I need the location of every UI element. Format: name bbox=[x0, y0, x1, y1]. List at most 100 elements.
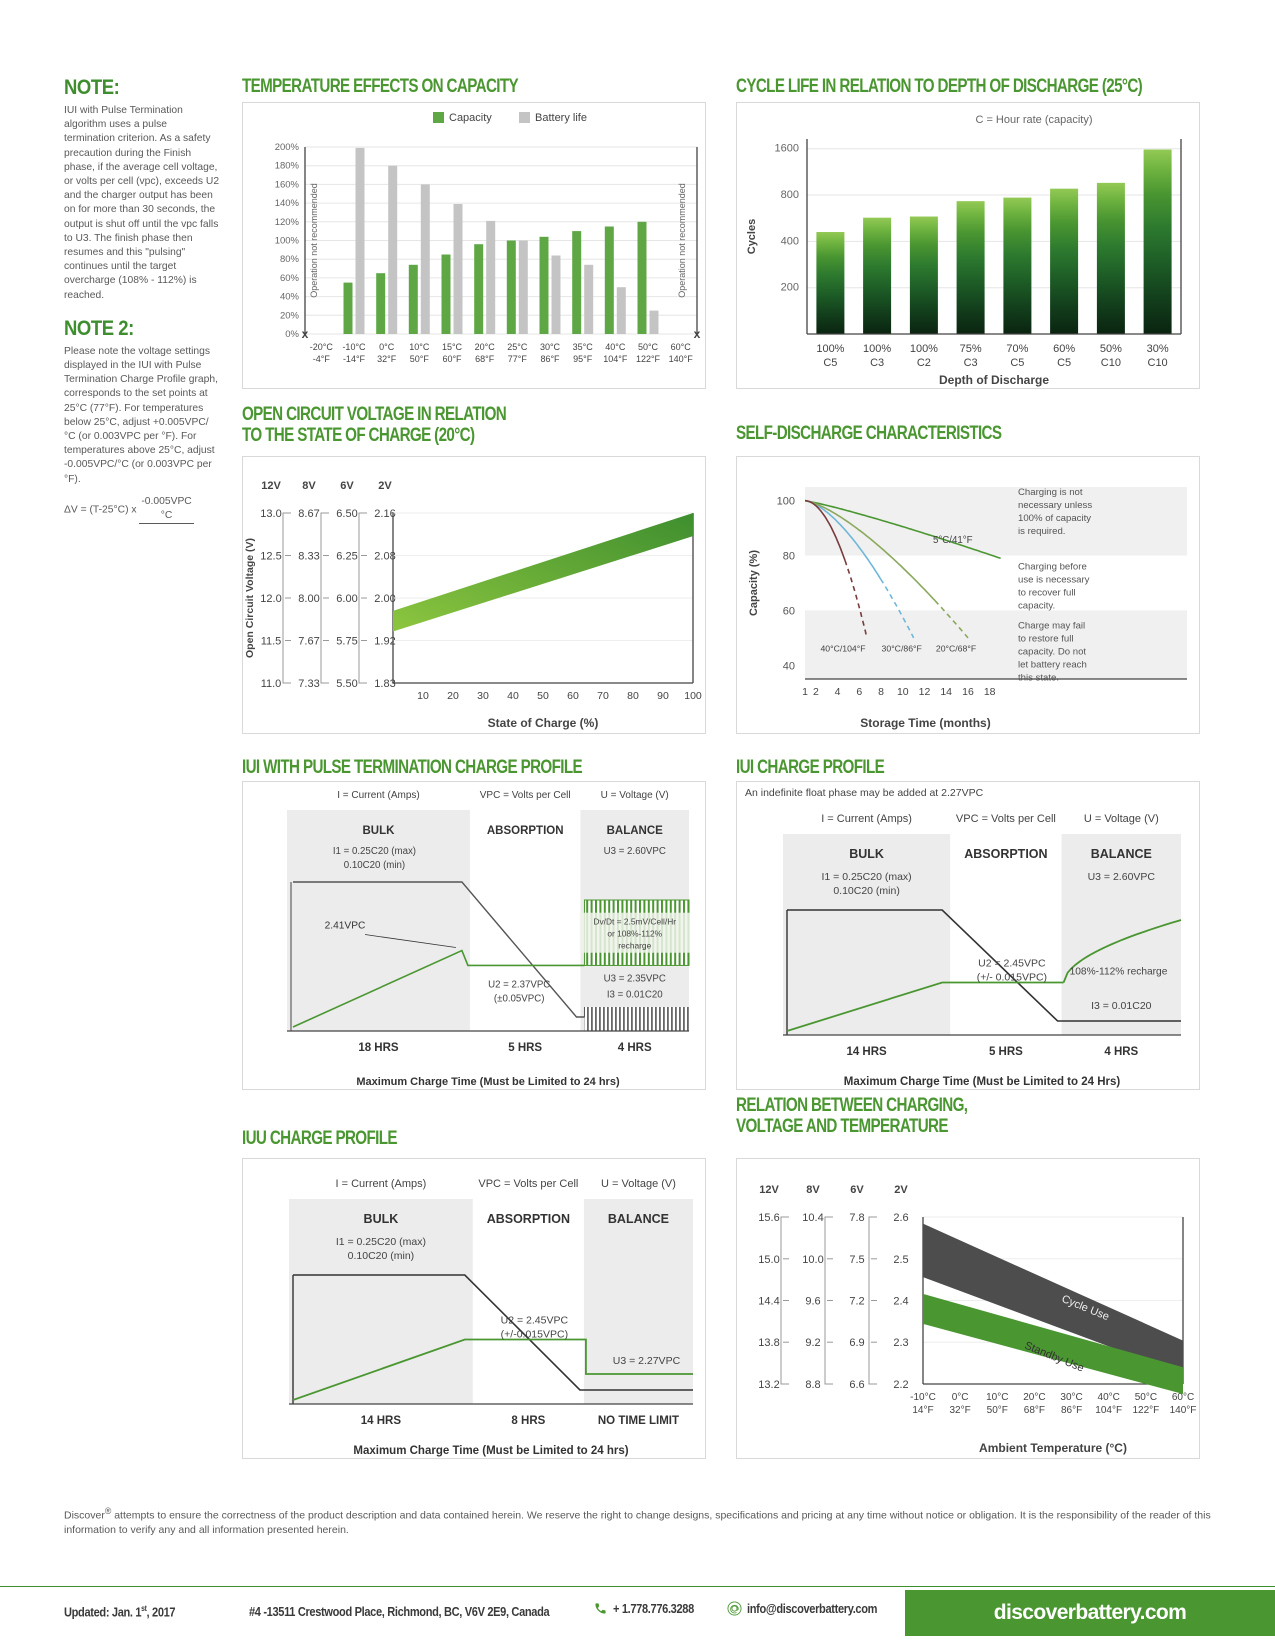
svg-text:13.2: 13.2 bbox=[758, 1379, 779, 1391]
svg-text:Charge may fail: Charge may fail bbox=[1018, 620, 1085, 631]
svg-text:1600: 1600 bbox=[775, 143, 799, 155]
svg-text:2.41VPC: 2.41VPC bbox=[325, 921, 366, 932]
svg-text:NO TIME LIMIT: NO TIME LIMIT bbox=[598, 1415, 679, 1427]
svg-text:8V: 8V bbox=[806, 1184, 820, 1196]
svg-text:10: 10 bbox=[897, 686, 909, 698]
svg-text:35°C: 35°C bbox=[573, 342, 594, 352]
svg-text:5.50: 5.50 bbox=[336, 678, 357, 690]
svg-text:60%: 60% bbox=[280, 273, 300, 284]
svg-text:400: 400 bbox=[781, 235, 799, 247]
svg-text:Cycles: Cycles bbox=[746, 219, 758, 254]
svg-text:70%: 70% bbox=[1006, 343, 1028, 355]
svg-text:2.4: 2.4 bbox=[893, 1296, 908, 1308]
svg-text:8 HRS: 8 HRS bbox=[511, 1415, 545, 1427]
svg-text:Maximum Charge Time (Must be L: Maximum Charge Time (Must be Limited to … bbox=[356, 1076, 620, 1088]
svg-text:100%: 100% bbox=[275, 236, 300, 247]
svg-text:VPC = Volts per Cell: VPC = Volts per Cell bbox=[478, 1178, 578, 1190]
svg-text:5°C/41°F: 5°C/41°F bbox=[933, 535, 973, 546]
svg-text:6.6: 6.6 bbox=[849, 1379, 864, 1391]
svg-text:8: 8 bbox=[878, 686, 884, 698]
svg-text:to recover full: to recover full bbox=[1018, 588, 1076, 599]
svg-text:-4°F: -4°F bbox=[313, 354, 331, 364]
svg-text:-10°C: -10°C bbox=[342, 342, 366, 352]
svg-text:C = Hour rate (capacity): C = Hour rate (capacity) bbox=[975, 114, 1092, 126]
svg-text:30%: 30% bbox=[1147, 343, 1169, 355]
svg-text:18 HRS: 18 HRS bbox=[358, 1042, 399, 1054]
svg-text:8.67: 8.67 bbox=[298, 508, 319, 520]
svg-text:14: 14 bbox=[940, 686, 952, 698]
svg-text:VPC = Volts per Cell: VPC = Volts per Cell bbox=[956, 813, 1056, 825]
svg-text:100%: 100% bbox=[816, 343, 844, 355]
svg-text:12V: 12V bbox=[759, 1184, 779, 1196]
svg-text:140°F: 140°F bbox=[669, 354, 694, 364]
svg-text:-10°C: -10°C bbox=[910, 1392, 936, 1403]
svg-text:Charging before: Charging before bbox=[1018, 562, 1087, 573]
svg-text:8V: 8V bbox=[302, 480, 316, 492]
svg-text:C3: C3 bbox=[964, 357, 978, 369]
svg-text:or 108%-112%: or 108%-112% bbox=[607, 929, 662, 939]
svg-text:40%: 40% bbox=[280, 292, 300, 303]
svg-text:7.2: 7.2 bbox=[849, 1296, 864, 1308]
svg-text:40: 40 bbox=[783, 660, 795, 672]
svg-text:5 HRS: 5 HRS bbox=[508, 1042, 542, 1054]
svg-text:Ambient Temperature (°C): Ambient Temperature (°C) bbox=[979, 1441, 1127, 1455]
svg-text:Operation not recommended: Operation not recommended bbox=[677, 183, 687, 298]
svg-text:C2: C2 bbox=[917, 357, 931, 369]
svg-text:40: 40 bbox=[507, 690, 519, 702]
svg-text:7.8: 7.8 bbox=[849, 1212, 864, 1224]
svg-text:50°F: 50°F bbox=[987, 1405, 1008, 1416]
svg-text:20%: 20% bbox=[280, 310, 300, 321]
svg-text:6V: 6V bbox=[850, 1184, 864, 1196]
svg-text:Maximum Charge Time (Must be L: Maximum Charge Time (Must be Limited to … bbox=[844, 1076, 1121, 1088]
svg-text:11.5: 11.5 bbox=[261, 636, 282, 648]
svg-text:80: 80 bbox=[783, 551, 795, 563]
svg-text:80: 80 bbox=[627, 690, 639, 702]
svg-text:68°F: 68°F bbox=[475, 354, 495, 364]
svg-text:Maximum Charge Time (Must be L: Maximum Charge Time (Must be Limited to … bbox=[353, 1445, 628, 1457]
svg-text:9.6: 9.6 bbox=[805, 1296, 820, 1308]
svg-text:77°F: 77°F bbox=[508, 354, 528, 364]
svg-text:60: 60 bbox=[783, 605, 795, 617]
svg-text:I3 = 0.01C20: I3 = 0.01C20 bbox=[607, 989, 663, 1000]
svg-text:VPC = Volts per Cell: VPC = Volts per Cell bbox=[480, 790, 571, 801]
svg-text:200: 200 bbox=[781, 282, 799, 294]
svg-text:(+/- 0.015VPC): (+/- 0.015VPC) bbox=[977, 972, 1047, 984]
svg-text:30: 30 bbox=[477, 690, 489, 702]
svg-text:40°C/104°F: 40°C/104°F bbox=[820, 644, 865, 654]
svg-text:use is necessary: use is necessary bbox=[1018, 575, 1090, 586]
svg-text:10°C: 10°C bbox=[986, 1392, 1008, 1403]
svg-text:I1 = 0.25C20 (max): I1 = 0.25C20 (max) bbox=[336, 1236, 426, 1248]
svg-text:0.10C20 (min): 0.10C20 (min) bbox=[344, 860, 405, 871]
svg-text:BALANCE: BALANCE bbox=[607, 825, 664, 837]
svg-text:200%: 200% bbox=[275, 142, 300, 153]
svg-text:Storage Time (months): Storage Time (months) bbox=[860, 716, 990, 730]
svg-text:6.9: 6.9 bbox=[849, 1337, 864, 1349]
svg-text:32°F: 32°F bbox=[949, 1405, 970, 1416]
svg-text:is required.: is required. bbox=[1018, 526, 1065, 537]
svg-text:4: 4 bbox=[835, 686, 841, 698]
svg-text:11.0: 11.0 bbox=[261, 678, 282, 690]
svg-text:100% of capacity: 100% of capacity bbox=[1018, 513, 1091, 524]
svg-text:C5: C5 bbox=[823, 357, 837, 369]
svg-text:C5: C5 bbox=[1057, 357, 1071, 369]
svg-text:0.10C20 (min): 0.10C20 (min) bbox=[833, 885, 900, 897]
svg-text:18: 18 bbox=[984, 686, 996, 698]
svg-text:50: 50 bbox=[537, 690, 549, 702]
svg-text:U2 = 2.45VPC: U2 = 2.45VPC bbox=[501, 1315, 569, 1327]
svg-text:50°C: 50°C bbox=[638, 342, 659, 352]
svg-text:(+/-0.015VPC): (+/-0.015VPC) bbox=[501, 1329, 568, 1341]
svg-text:I = Current (Amps): I = Current (Amps) bbox=[336, 1178, 427, 1190]
svg-text:15°C: 15°C bbox=[442, 342, 463, 352]
svg-text:(±0.05VPC): (±0.05VPC) bbox=[494, 993, 545, 1004]
svg-text:12: 12 bbox=[919, 686, 931, 698]
svg-text:15.0: 15.0 bbox=[758, 1254, 779, 1266]
svg-text:32°F: 32°F bbox=[377, 354, 397, 364]
svg-text:0%: 0% bbox=[285, 329, 299, 340]
svg-text:let battery reach: let battery reach bbox=[1018, 659, 1087, 670]
svg-text:20: 20 bbox=[447, 690, 459, 702]
svg-text:60: 60 bbox=[567, 690, 579, 702]
svg-text:-14°F: -14°F bbox=[343, 354, 366, 364]
svg-text:6.25: 6.25 bbox=[336, 551, 357, 563]
svg-text:7.67: 7.67 bbox=[298, 636, 319, 648]
svg-text:BALANCE: BALANCE bbox=[1091, 847, 1152, 861]
